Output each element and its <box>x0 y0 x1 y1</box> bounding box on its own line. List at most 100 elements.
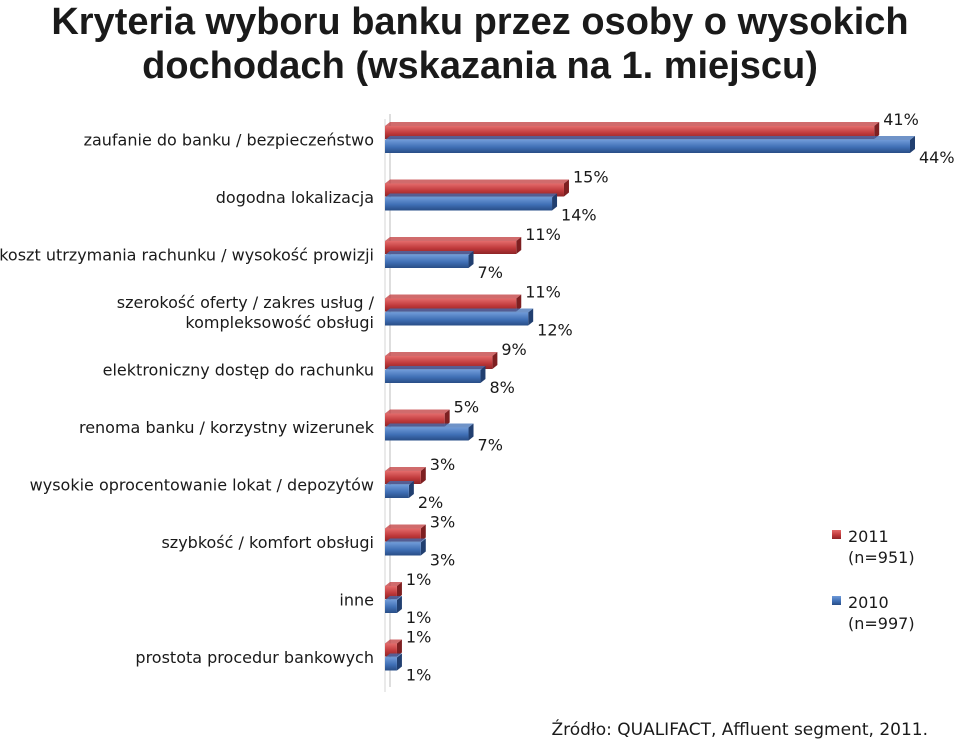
bar <box>385 183 564 197</box>
legend-swatch <box>832 596 841 605</box>
data-label: 1% <box>406 666 431 685</box>
bar-end-face <box>420 467 426 484</box>
data-label: 1% <box>406 628 431 647</box>
bar-top-face <box>385 639 402 644</box>
category-label: inne <box>339 591 374 610</box>
bar <box>385 485 409 498</box>
bar <box>385 657 397 671</box>
source-note: Źródło: QUALIFACT, Affluent segment, 201… <box>551 720 928 740</box>
bar <box>385 126 875 139</box>
bar <box>385 298 517 312</box>
category-label: koszt utrzymania rachunku / wysokość pro… <box>0 246 374 265</box>
bar-end-face <box>396 653 402 671</box>
bar-top-face <box>385 481 414 485</box>
bar-end-face <box>516 294 522 312</box>
bar <box>385 542 421 556</box>
data-label: 11% <box>525 225 561 244</box>
bar <box>385 471 421 484</box>
bar-end-face <box>874 122 880 139</box>
bar-top-face <box>385 122 880 126</box>
bar <box>385 370 481 383</box>
bar-end-face <box>468 251 474 268</box>
bar-end-face <box>910 136 915 153</box>
data-label: 41% <box>883 110 919 129</box>
bar-end-face <box>408 481 414 498</box>
bar-end-face <box>420 538 426 556</box>
bar-top-face <box>385 179 569 184</box>
bar-top-face <box>385 524 426 529</box>
bar <box>385 600 397 613</box>
data-label: 3% <box>430 455 455 474</box>
category-label: szerokość oferty / zakres usług / <box>117 293 375 312</box>
bar <box>385 528 421 542</box>
bar-top-face <box>385 467 426 471</box>
bar-end-face <box>396 582 402 599</box>
category-label: szybkość / komfort obsługi <box>161 533 374 552</box>
bar <box>385 140 910 153</box>
bar <box>385 241 517 254</box>
bar-top-face <box>385 251 474 255</box>
data-label: 9% <box>501 340 526 359</box>
bar <box>385 427 469 441</box>
bar-end-face <box>420 524 426 542</box>
bar-top-face <box>385 193 558 198</box>
bar-end-face <box>396 596 402 613</box>
data-label: 1% <box>406 608 431 627</box>
bar-top-face <box>385 237 522 241</box>
data-label: 11% <box>525 283 561 302</box>
bar <box>385 197 553 211</box>
legend-label: 2011 <box>848 527 889 546</box>
category-label: renoma banku / korzystny wizerunek <box>79 418 375 437</box>
bar <box>385 356 493 369</box>
category-label: wysokie oprocentowanie lokat / depozytów <box>30 476 374 495</box>
bar-top-face <box>385 596 402 600</box>
bar-end-face <box>396 639 402 657</box>
bar-top-face <box>385 352 498 356</box>
data-label: 8% <box>489 378 514 397</box>
data-label: 2% <box>418 493 443 512</box>
bar-end-face <box>468 423 474 441</box>
data-label: 3% <box>430 551 455 570</box>
bar-top-face <box>385 409 450 414</box>
bar-end-face <box>444 409 450 427</box>
data-label: 12% <box>537 321 573 340</box>
data-label: 5% <box>454 398 479 417</box>
category-label: zaufanie do banku / bezpieczeństwo <box>84 131 374 150</box>
bar <box>385 643 397 657</box>
bar-end-face <box>563 179 569 197</box>
data-label: 7% <box>478 436 503 455</box>
bar-top-face <box>385 423 474 428</box>
chart-title: Kryteria wyboru banku przez osoby o wyso… <box>0 0 960 88</box>
legend-swatch <box>832 530 841 539</box>
bar-end-face <box>552 193 558 211</box>
bar-top-face <box>385 294 522 299</box>
data-label: 7% <box>478 263 503 282</box>
bar-end-face <box>528 308 534 326</box>
category-label: prostota procedur bankowych <box>135 648 374 667</box>
category-label: kompleksowość obsługi <box>185 313 374 332</box>
chart-title-line-1: Kryteria wyboru banku przez osoby o wyso… <box>51 1 909 43</box>
bar <box>385 413 445 427</box>
category-label: dogodna lokalizacja <box>216 188 374 207</box>
bar-end-face <box>480 366 486 383</box>
data-label: 1% <box>406 570 431 589</box>
bar <box>385 255 469 268</box>
data-label: 14% <box>561 206 597 225</box>
bar-end-face <box>492 352 498 369</box>
data-label: 3% <box>430 513 455 532</box>
data-label: 44% <box>919 148 955 167</box>
bar-top-face <box>385 653 402 658</box>
bar-top-face <box>385 366 486 370</box>
bar-top-face <box>385 136 915 140</box>
bar-top-face <box>385 538 426 543</box>
legend-label: (n=997) <box>848 614 915 633</box>
legend-label: (n=951) <box>848 548 915 567</box>
bar <box>385 312 529 326</box>
bar-end-face <box>516 237 522 254</box>
category-label: elektroniczny dostęp do rachunku <box>103 361 374 380</box>
bar-top-face <box>385 582 402 586</box>
bar-top-face <box>385 308 534 313</box>
bar <box>385 586 397 599</box>
chart-title-line-2: dochodach (wskazania na 1. miejscu) <box>142 45 818 87</box>
